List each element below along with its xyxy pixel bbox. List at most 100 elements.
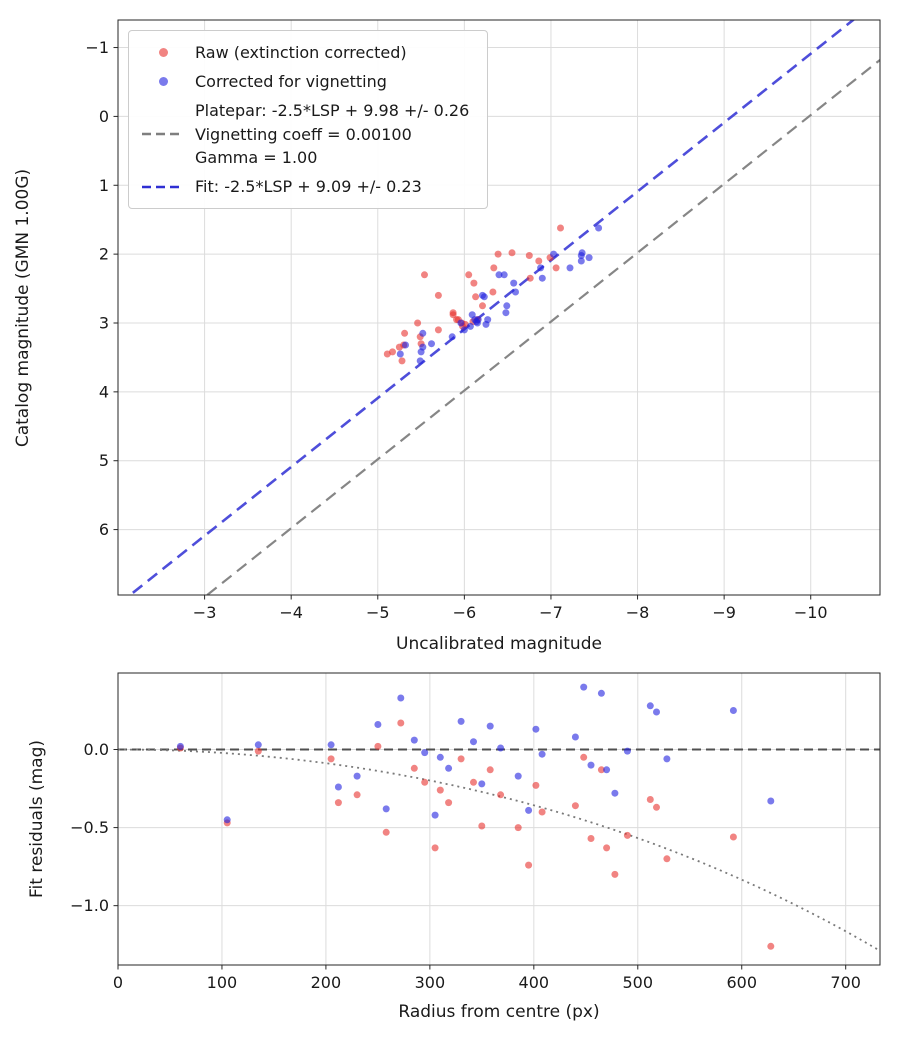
scatter-point xyxy=(434,326,442,334)
x-tick-label: 700 xyxy=(830,973,861,992)
legend: Raw (extinction corrected) Corrected for… xyxy=(128,30,489,210)
top-xlabel: Uncalibrated magnitude xyxy=(396,634,602,654)
scatter-point xyxy=(428,340,435,348)
scatter-point xyxy=(495,271,503,279)
scatter-point xyxy=(486,766,494,774)
scatter-point xyxy=(646,702,654,710)
scatter-point xyxy=(663,755,671,763)
scatter-point xyxy=(623,747,631,755)
scatter-point xyxy=(401,329,409,337)
axes-frame xyxy=(117,19,881,596)
scatter-point xyxy=(646,796,654,803)
scatter-point xyxy=(479,291,486,299)
scatter-point xyxy=(587,761,595,769)
scatter-point xyxy=(577,257,585,265)
scatter-point xyxy=(445,799,453,807)
raw-dot-marker-icon xyxy=(158,48,168,58)
scatter-point xyxy=(334,799,342,807)
legend-label-corrected: Corrected for vignetting xyxy=(195,72,387,92)
scatter-point xyxy=(580,683,588,691)
scatter-point xyxy=(468,311,476,319)
scatter-point xyxy=(397,694,405,702)
scatter-point xyxy=(557,224,564,232)
scatter-point xyxy=(470,778,477,786)
y-tick-label: 1 xyxy=(99,176,109,195)
scatter-point xyxy=(470,279,478,287)
scatter-point xyxy=(398,357,406,365)
y-tick-label: 6 xyxy=(99,520,109,539)
y-tick-label: −0.5 xyxy=(70,818,109,837)
legend-platepar-line2: Vignetting coeff = 0.00100 xyxy=(195,124,412,144)
x-tick-label: 600 xyxy=(726,973,757,992)
legend-handle xyxy=(141,131,185,137)
scatter-point xyxy=(445,764,453,772)
y-tick-label: 0 xyxy=(99,107,109,126)
scatter-point xyxy=(729,707,737,714)
corrected-points xyxy=(396,224,603,365)
y-tick-label: 4 xyxy=(99,382,109,401)
scatter-point xyxy=(595,224,603,232)
scatter-point xyxy=(526,274,534,282)
scatter-point xyxy=(465,271,473,279)
scatter-point xyxy=(603,844,611,852)
scatter-point xyxy=(552,264,560,272)
scatter-point xyxy=(421,778,429,786)
scatter-point xyxy=(587,835,595,842)
scatter-point xyxy=(327,741,335,749)
legend-entry-corrected: Corrected for vignetting xyxy=(141,70,469,93)
scatter-point xyxy=(611,870,619,878)
x-tick-label: −10 xyxy=(794,603,828,622)
legend-platepar-line3: Gamma = 1.00 xyxy=(195,147,318,167)
scatter-point xyxy=(472,293,480,301)
legend-entry-fit: Fit: -2.5*LSP + 9.09 +/- 0.23 xyxy=(141,175,469,198)
legend-platepar-line1: Platepar: -2.5*LSP + 9.98 +/- 0.26 xyxy=(195,101,470,121)
scatter-point xyxy=(508,249,516,257)
scatter-point xyxy=(334,783,342,791)
scatter-point xyxy=(537,264,545,272)
y-tick-label: 5 xyxy=(99,451,109,470)
scatter-point xyxy=(767,797,775,805)
scatter-point xyxy=(497,791,505,799)
scatter-point xyxy=(382,828,390,836)
scatter-point xyxy=(382,805,390,813)
x-tick-label: −5 xyxy=(366,603,390,622)
scatter-point xyxy=(578,249,586,257)
x-tick-label: 200 xyxy=(311,973,342,992)
scatter-point xyxy=(176,742,184,750)
y-tick-label: −1 xyxy=(85,38,109,57)
scatter-point xyxy=(419,329,427,337)
legend-handle xyxy=(141,77,185,87)
legend-handle xyxy=(141,184,185,190)
scatter-point xyxy=(396,350,404,358)
scatter-point xyxy=(603,766,611,774)
x-tick-label: −4 xyxy=(279,603,303,622)
raw-points xyxy=(383,224,564,365)
scatter-point xyxy=(538,274,546,282)
x-tick-label: 0 xyxy=(113,973,123,992)
grid xyxy=(117,673,880,965)
scatter-point xyxy=(503,302,511,310)
scatter-point xyxy=(417,348,425,356)
scatter-point xyxy=(410,736,418,744)
scatter-point xyxy=(479,302,486,310)
scatter-point xyxy=(525,861,533,869)
scatter-point xyxy=(497,744,505,752)
scatter-point xyxy=(623,831,631,839)
x-tick-label: −6 xyxy=(453,603,477,622)
x-tick-label: −9 xyxy=(712,603,736,622)
y-tick-label: 3 xyxy=(99,313,109,332)
fit-line xyxy=(128,20,856,595)
corrected-residuals xyxy=(176,683,775,824)
scatter-point xyxy=(729,833,737,841)
scatter-point xyxy=(525,806,533,814)
scatter-point xyxy=(436,786,444,794)
scatter-point xyxy=(532,781,540,789)
scatter-point xyxy=(538,750,546,758)
scatter-point xyxy=(431,811,439,819)
scatter-point xyxy=(449,309,457,317)
legend-label-raw: Raw (extinction corrected) xyxy=(195,43,407,62)
scatter-point xyxy=(653,708,660,716)
x-tick-label: 400 xyxy=(519,973,550,992)
scatter-point xyxy=(525,252,533,259)
